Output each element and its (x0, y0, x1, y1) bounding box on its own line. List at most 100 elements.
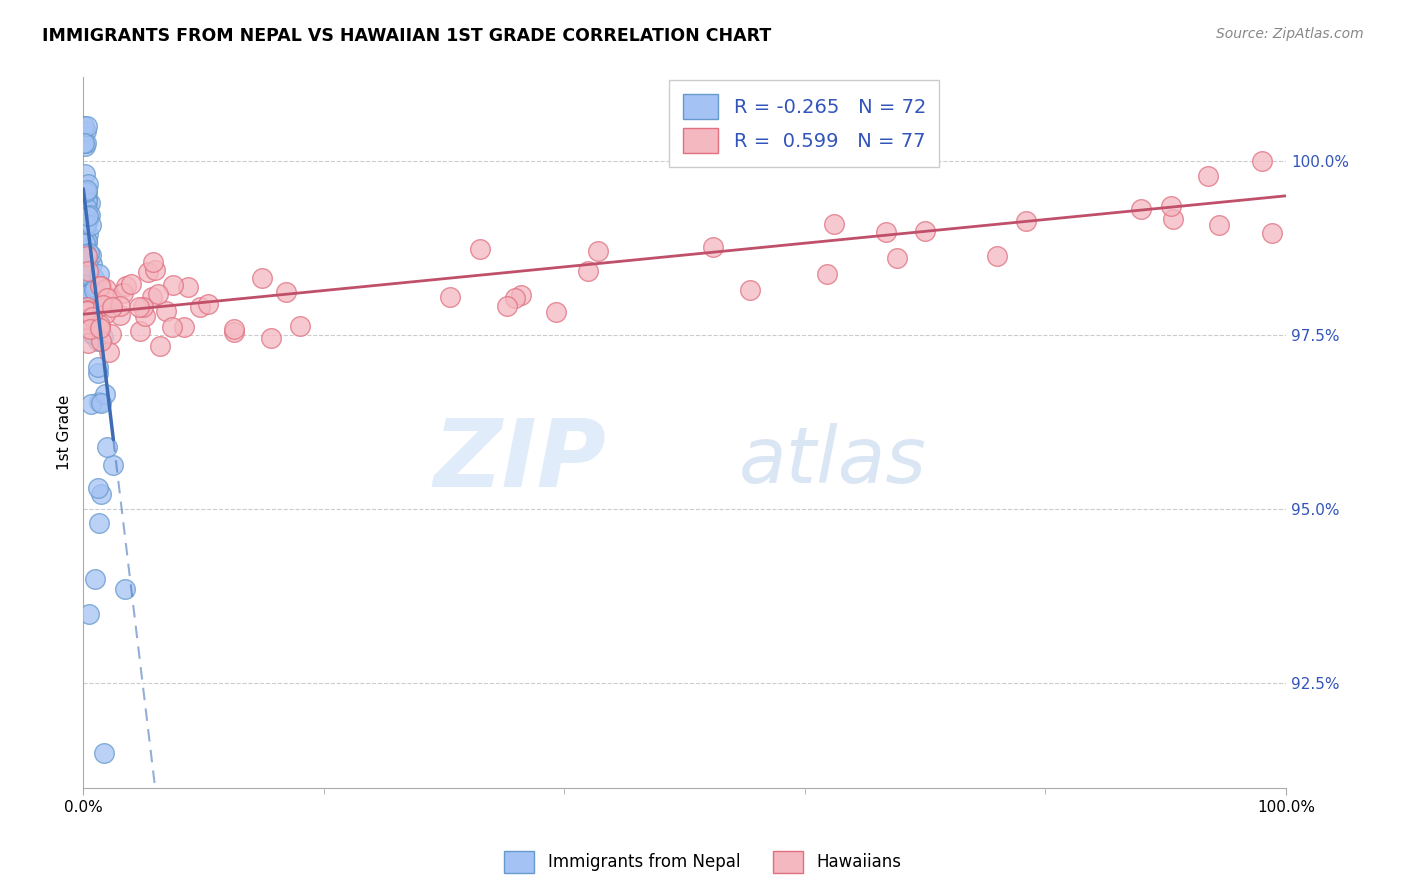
Point (82, 306, 104, 320)
Point (76, 287, 98, 301)
Point (76, 235, 98, 250)
Point (815, 267, 838, 281)
Point (588, 244, 610, 258)
Point (149, 339, 172, 353)
Point (1251, 154, 1274, 169)
Point (90, 279, 112, 293)
Point (75, 136, 97, 151)
Point (75, 124, 97, 138)
Point (91, 298, 114, 312)
Point (76, 300, 98, 314)
Point (79, 268, 101, 282)
Point (702, 240, 724, 254)
Point (87, 319, 110, 334)
Point (76, 301, 98, 315)
Point (79, 322, 101, 336)
Point (94, 386, 117, 401)
Point (76, 264, 98, 278)
Point (83, 271, 105, 285)
Point (76, 119, 98, 133)
Point (76, 217, 98, 231)
Point (105, 830, 128, 844)
Point (222, 322, 245, 336)
Point (79, 607, 101, 621)
Point (101, 300, 124, 314)
Point (143, 262, 166, 277)
Point (75, 272, 97, 286)
Point (197, 297, 219, 311)
Point (96, 283, 118, 297)
Point (115, 279, 138, 293)
Point (77, 317, 100, 331)
Point (91, 330, 114, 344)
Point (108, 299, 131, 313)
Point (134, 309, 156, 323)
Point (77, 209, 100, 223)
Point (76, 249, 98, 263)
Point (252, 271, 274, 285)
Point (276, 285, 298, 299)
Point (1161, 211, 1184, 226)
Point (93, 746, 115, 760)
Point (886, 252, 908, 266)
Point (76, 234, 98, 248)
Legend: Immigrants from Nepal, Hawaiians: Immigrants from Nepal, Hawaiians (498, 845, 908, 880)
Point (1160, 199, 1182, 213)
Point (73, 287, 96, 301)
Legend: R = -0.265   N = 72, R =  0.599   N = 77: R = -0.265 N = 72, R = 0.599 N = 77 (669, 80, 939, 167)
Point (83, 283, 105, 297)
Point (188, 300, 211, 314)
Text: ZIP: ZIP (433, 415, 606, 507)
Point (84, 572, 107, 586)
Point (79, 196, 101, 211)
Point (155, 303, 177, 318)
Point (90, 487, 112, 501)
Point (509, 288, 531, 302)
Point (1261, 226, 1284, 240)
Y-axis label: 1st Grade: 1st Grade (58, 395, 72, 470)
Point (1015, 214, 1038, 228)
Point (76, 193, 98, 207)
Point (496, 299, 519, 313)
Point (86, 367, 108, 381)
Point (77, 201, 100, 215)
Point (222, 325, 245, 339)
Point (79, 246, 101, 260)
Point (142, 255, 165, 269)
Point (120, 277, 142, 292)
Point (82, 327, 104, 342)
Point (73, 209, 96, 223)
Point (470, 243, 492, 257)
Point (75, 246, 97, 260)
Point (73, 119, 96, 133)
Point (82, 326, 104, 341)
Point (148, 286, 170, 301)
Text: Source: ZipAtlas.com: Source: ZipAtlas.com (1216, 27, 1364, 41)
Point (141, 290, 163, 304)
Point (76, 288, 98, 302)
Text: IMMIGRANTS FROM NEPAL VS HAWAIIAN 1ST GRADE CORRELATION CHART: IMMIGRANTS FROM NEPAL VS HAWAIIAN 1ST GR… (42, 27, 772, 45)
Point (77, 227, 100, 241)
Point (162, 320, 184, 334)
Point (75, 236, 97, 251)
Point (79, 218, 101, 232)
Point (823, 217, 845, 231)
Point (128, 300, 150, 314)
Point (103, 458, 125, 472)
Point (73, 275, 96, 289)
Point (1208, 219, 1230, 233)
Point (96, 440, 118, 454)
Point (89, 318, 111, 332)
Point (503, 291, 526, 305)
Point (93, 307, 115, 321)
Point (76, 319, 98, 334)
Point (108, 308, 131, 322)
Point (132, 300, 155, 314)
Point (87, 267, 110, 281)
Point (1197, 169, 1219, 183)
Point (173, 320, 195, 334)
Point (86, 481, 108, 495)
Point (75, 185, 97, 199)
Point (75, 292, 97, 306)
Point (914, 224, 936, 238)
